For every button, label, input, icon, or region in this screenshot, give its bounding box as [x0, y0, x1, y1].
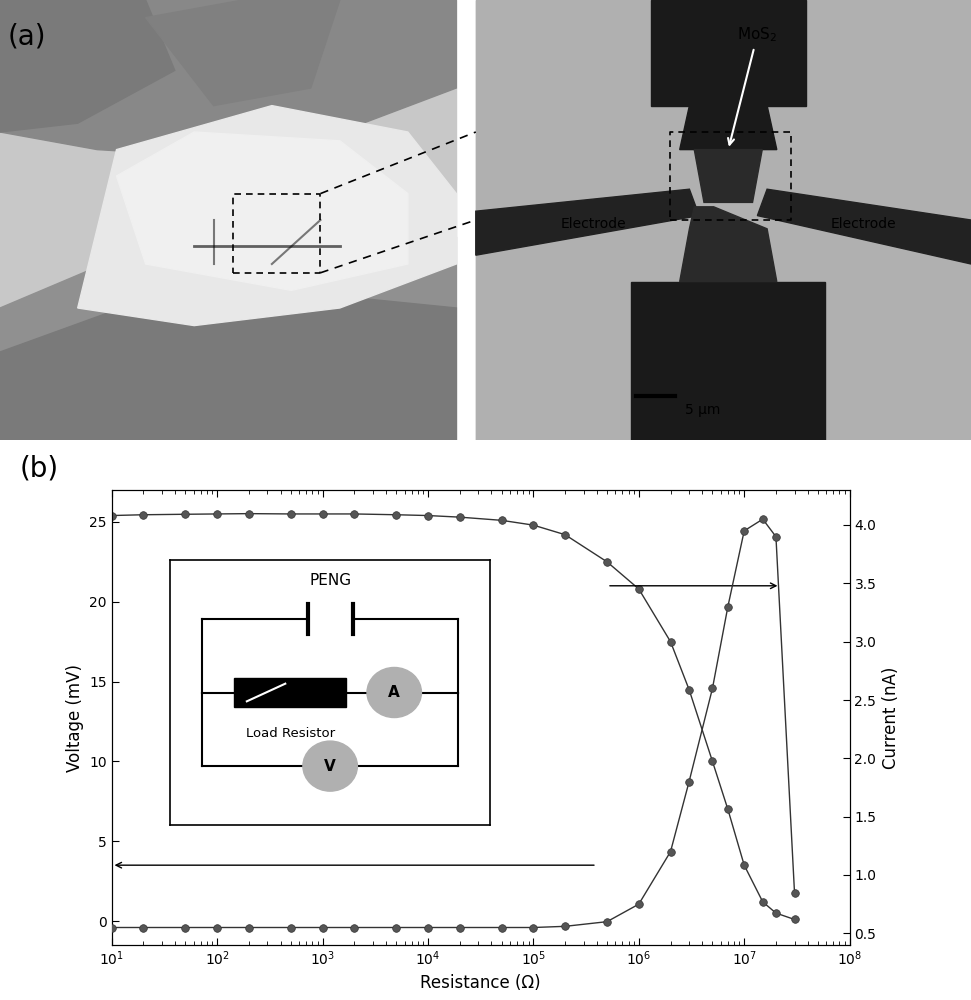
Bar: [476, 0, 971, 440]
Circle shape: [303, 741, 357, 791]
Bar: [476, 0, 971, 440]
Bar: [0, 0, 456, 440]
Text: Electrode: Electrode: [560, 217, 626, 231]
Bar: [651, 0, 806, 106]
X-axis label: Resistance (Ω): Resistance (Ω): [420, 974, 541, 992]
Polygon shape: [117, 132, 408, 290]
Polygon shape: [146, 0, 340, 106]
Polygon shape: [694, 150, 762, 202]
Text: MoS$_2$: MoS$_2$: [728, 26, 778, 145]
Bar: [631, 282, 825, 440]
Y-axis label: Voltage (mV): Voltage (mV): [66, 664, 84, 772]
Text: Load Resistor: Load Resistor: [246, 727, 335, 740]
Polygon shape: [476, 189, 699, 255]
Text: (a): (a): [8, 22, 47, 50]
Text: (b): (b): [19, 455, 58, 483]
Text: PENG: PENG: [309, 573, 352, 588]
Polygon shape: [0, 220, 456, 440]
Polygon shape: [0, 282, 456, 440]
Circle shape: [367, 667, 421, 718]
Bar: [234, 678, 347, 707]
Polygon shape: [680, 106, 777, 150]
Y-axis label: Current (nA): Current (nA): [882, 666, 900, 769]
Polygon shape: [0, 0, 456, 158]
Text: 5 μm: 5 μm: [685, 403, 720, 417]
Polygon shape: [757, 189, 971, 264]
Polygon shape: [680, 207, 777, 282]
Text: A: A: [388, 685, 400, 700]
Polygon shape: [78, 106, 456, 326]
Text: V: V: [324, 759, 336, 774]
Polygon shape: [0, 0, 175, 132]
Text: Electrode: Electrode: [830, 217, 896, 231]
